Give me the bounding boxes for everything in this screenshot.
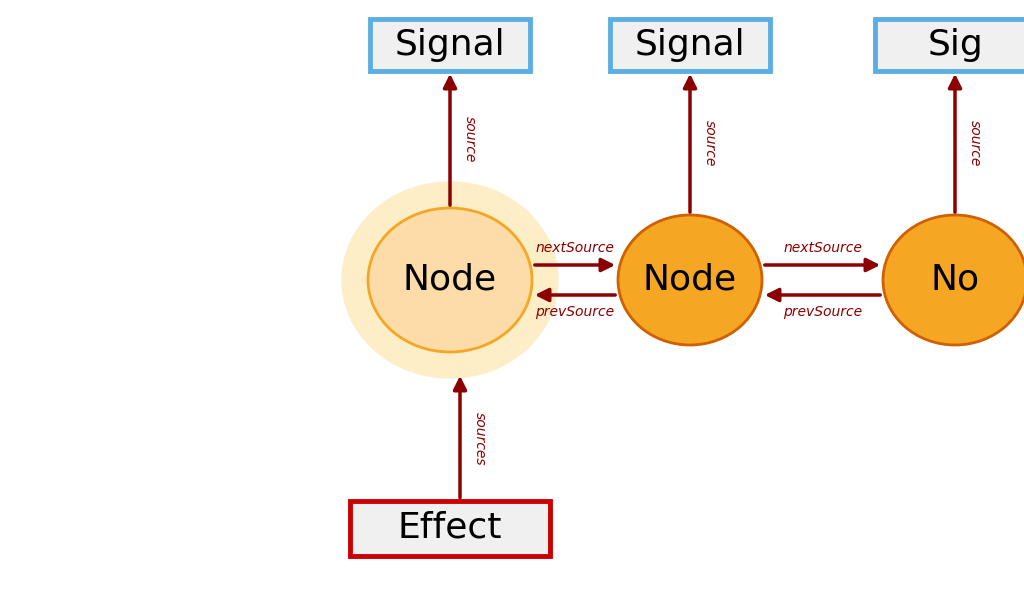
- Text: sources: sources: [473, 412, 487, 466]
- Text: No: No: [931, 263, 980, 297]
- Text: prevSource: prevSource: [536, 305, 614, 319]
- Ellipse shape: [883, 215, 1024, 345]
- Text: Signal: Signal: [635, 28, 745, 62]
- Ellipse shape: [342, 182, 558, 378]
- Text: nextSource: nextSource: [783, 241, 862, 255]
- FancyBboxPatch shape: [610, 19, 770, 71]
- FancyBboxPatch shape: [370, 19, 530, 71]
- Text: source: source: [463, 116, 477, 163]
- FancyBboxPatch shape: [874, 19, 1024, 71]
- Text: Node: Node: [402, 263, 497, 297]
- Text: source: source: [968, 120, 982, 166]
- Text: Node: Node: [643, 263, 737, 297]
- Text: Effect: Effect: [397, 511, 502, 545]
- Text: Signal: Signal: [394, 28, 505, 62]
- Ellipse shape: [368, 208, 532, 352]
- Text: Sig: Sig: [927, 28, 983, 62]
- Text: nextSource: nextSource: [536, 241, 614, 255]
- Ellipse shape: [618, 215, 762, 345]
- FancyBboxPatch shape: [350, 500, 550, 556]
- Text: prevSource: prevSource: [783, 305, 862, 319]
- Text: source: source: [703, 120, 717, 166]
